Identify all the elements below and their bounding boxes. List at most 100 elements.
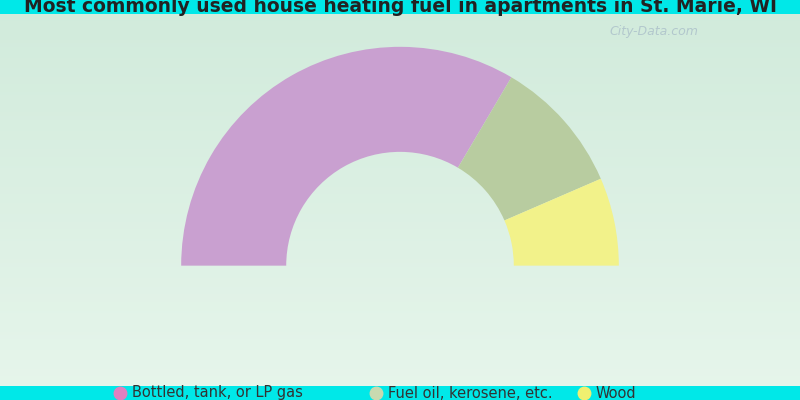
Bar xyxy=(0,287,800,289)
Bar xyxy=(0,354,800,356)
Bar xyxy=(0,112,800,114)
Bar xyxy=(0,114,800,116)
Bar xyxy=(0,346,800,349)
Bar xyxy=(0,282,800,284)
Bar xyxy=(0,68,800,70)
Bar xyxy=(0,62,800,64)
Bar xyxy=(0,384,800,386)
Bar xyxy=(0,94,800,96)
Bar xyxy=(0,222,800,224)
Bar xyxy=(0,308,800,310)
Bar xyxy=(0,138,800,140)
Bar xyxy=(0,240,800,243)
Bar xyxy=(0,146,800,148)
Bar xyxy=(0,71,800,74)
Bar xyxy=(0,54,800,57)
Bar xyxy=(0,380,800,382)
Text: Bottled, tank, or LP gas: Bottled, tank, or LP gas xyxy=(132,386,303,400)
Bar xyxy=(0,266,800,269)
Bar xyxy=(0,19,800,22)
Bar xyxy=(0,352,800,354)
Bar xyxy=(0,337,800,340)
Bar xyxy=(0,306,800,308)
Bar xyxy=(0,82,800,85)
Bar xyxy=(0,108,800,111)
Bar xyxy=(0,257,800,260)
Bar xyxy=(0,259,800,261)
Bar xyxy=(0,319,800,321)
Bar xyxy=(0,192,800,194)
Bar xyxy=(0,233,800,235)
Bar xyxy=(0,194,800,196)
Bar xyxy=(0,190,800,192)
Bar xyxy=(0,265,800,267)
Bar xyxy=(0,252,800,254)
Bar xyxy=(0,203,800,206)
Bar xyxy=(0,278,800,280)
Bar xyxy=(0,157,800,159)
Bar xyxy=(0,250,800,252)
Bar xyxy=(0,122,800,124)
Bar xyxy=(0,84,800,86)
Bar xyxy=(0,96,800,98)
Bar xyxy=(0,334,800,336)
Bar xyxy=(0,315,800,317)
Bar xyxy=(0,43,800,46)
Bar xyxy=(0,235,800,237)
Bar xyxy=(0,317,800,319)
Bar xyxy=(0,242,800,245)
Bar xyxy=(0,378,800,380)
Bar xyxy=(0,17,800,20)
Bar xyxy=(0,77,800,79)
Bar xyxy=(0,148,800,150)
Bar xyxy=(0,202,800,204)
Bar xyxy=(0,14,800,16)
Bar xyxy=(0,42,800,44)
Bar xyxy=(0,345,800,347)
Bar xyxy=(0,34,800,36)
Bar xyxy=(0,198,800,200)
Bar xyxy=(0,99,800,102)
Bar xyxy=(0,246,800,248)
Bar xyxy=(0,272,800,274)
Bar xyxy=(0,30,800,33)
Bar xyxy=(0,103,800,105)
Bar xyxy=(0,185,800,187)
Bar xyxy=(0,16,800,18)
Bar xyxy=(0,66,800,68)
Bar xyxy=(0,136,800,139)
Bar xyxy=(0,365,800,367)
Bar xyxy=(0,134,800,137)
Bar xyxy=(0,27,800,29)
Bar xyxy=(0,107,800,109)
Bar xyxy=(0,51,800,53)
Text: Most commonly used house heating fuel in apartments in St. Marie, WI: Most commonly used house heating fuel in… xyxy=(23,0,777,16)
Bar xyxy=(0,360,800,362)
Bar xyxy=(0,58,800,60)
Bar xyxy=(0,127,800,129)
Bar xyxy=(0,47,800,49)
Bar xyxy=(0,244,800,246)
Bar xyxy=(0,140,800,142)
Bar xyxy=(0,200,800,202)
Bar xyxy=(0,372,800,375)
Bar xyxy=(0,116,800,118)
Bar xyxy=(0,356,800,358)
Bar xyxy=(0,133,800,135)
Bar xyxy=(0,21,800,23)
Bar xyxy=(0,330,800,332)
Bar xyxy=(0,214,800,217)
Bar xyxy=(0,0,800,14)
Bar xyxy=(0,151,800,154)
Bar xyxy=(0,283,800,286)
Bar xyxy=(0,343,800,345)
Wedge shape xyxy=(505,179,619,266)
Bar xyxy=(0,125,800,128)
Bar xyxy=(0,70,800,72)
Bar xyxy=(0,328,800,330)
Bar xyxy=(0,289,800,291)
Bar xyxy=(0,142,800,144)
Bar xyxy=(0,270,800,272)
Bar xyxy=(0,298,800,300)
Bar xyxy=(0,263,800,265)
